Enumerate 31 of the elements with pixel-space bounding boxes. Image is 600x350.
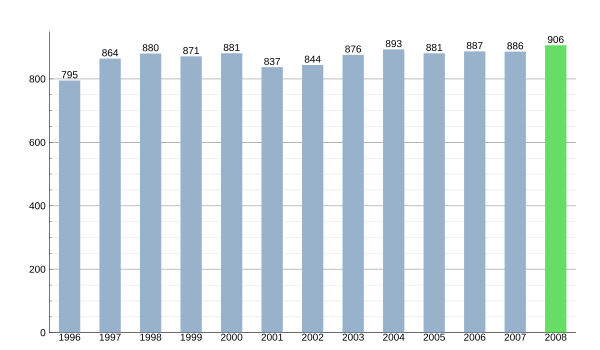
data-label: 881 <box>224 44 240 51</box>
y-tick-label: 0 <box>40 329 46 336</box>
x-tick-label: 2000 <box>221 334 242 341</box>
x-tick-label: 1997 <box>100 334 121 341</box>
y-tick-label: 800 <box>29 75 46 82</box>
x-tick-label: 1996 <box>59 334 80 341</box>
data-label: 881 <box>426 44 442 51</box>
data-label: 876 <box>345 45 362 53</box>
x-tick-label: 2003 <box>342 334 364 341</box>
x-tick-label: 2004 <box>383 334 405 341</box>
data-label: 871 <box>183 47 199 54</box>
y-tick-label: 600 <box>30 138 46 146</box>
data-label: 906 <box>548 36 564 44</box>
data-label: 837 <box>264 58 280 65</box>
x-tick-label: 2007 <box>504 334 526 341</box>
data-label: 887 <box>466 42 483 50</box>
y-tick-label: 400 <box>29 202 46 210</box>
x-tick-label: 2001 <box>262 334 283 341</box>
x-tick-label: 1998 <box>140 334 162 341</box>
x-tick-label: 2002 <box>302 334 324 341</box>
data-label: 880 <box>142 44 159 52</box>
data-label: 893 <box>386 40 402 48</box>
x-tick-label: 2005 <box>424 334 445 341</box>
x-tick-label: 1999 <box>180 334 202 341</box>
x-tick-label: 2008 <box>545 334 566 341</box>
data-label: 864 <box>102 49 118 56</box>
data-label: 886 <box>507 42 524 50</box>
data-label: 844 <box>304 56 321 63</box>
data-label: 795 <box>62 71 78 78</box>
y-tick-label: 200 <box>30 266 46 273</box>
x-tick-label: 2006 <box>464 334 486 341</box>
